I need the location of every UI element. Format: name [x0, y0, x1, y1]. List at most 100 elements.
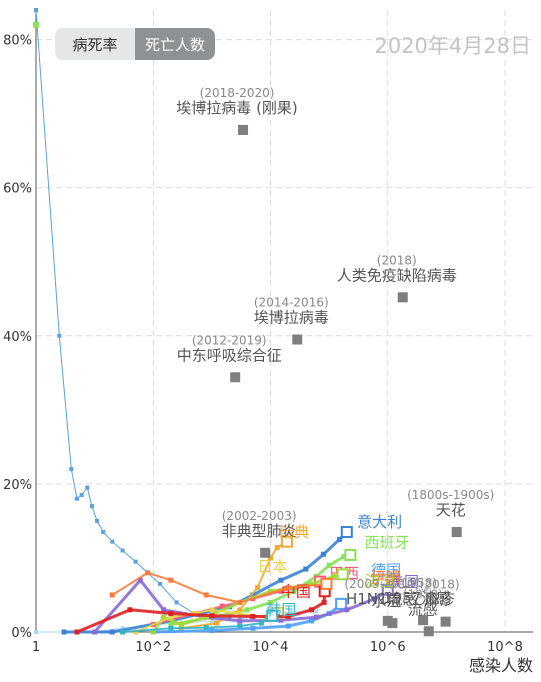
country-point: [258, 620, 264, 626]
metric-toggle[interactable]: 病死率 死亡人数: [55, 28, 215, 60]
date-label: 2020年4月28日: [374, 34, 531, 58]
country-point: [203, 592, 209, 598]
extra-series-point: [85, 485, 90, 490]
country-point: [237, 599, 243, 605]
country-point: [278, 588, 284, 594]
country-point: [268, 588, 274, 594]
disease-label: 水痘: [371, 592, 401, 610]
country-point: [303, 566, 309, 572]
disease-label: 1957流感: [383, 589, 451, 607]
country-point: [237, 623, 243, 629]
country-point: [274, 545, 280, 551]
country-point: [209, 607, 215, 613]
disease-period-label: (2018-2020): [200, 86, 275, 100]
disease-period-label: (2002-2003): [222, 509, 297, 523]
x-tick-label: 10^2: [135, 640, 171, 655]
country-point: [74, 629, 80, 635]
country-label: 意大利: [357, 513, 402, 531]
country-point: [341, 553, 347, 559]
disease-label: H1N1流感: [346, 590, 418, 608]
disease-label: 中东呼吸综合征: [177, 346, 282, 364]
country-point: [308, 581, 314, 587]
country-point: [255, 585, 261, 591]
extra-series-point: [34, 630, 38, 634]
disease-label: 埃博拉病毒 (刚果): [176, 99, 297, 117]
country-label: 韩国: [266, 601, 296, 619]
country-point: [209, 628, 215, 634]
country-point: [61, 629, 67, 635]
disease-period-label: (1950): [403, 587, 443, 601]
disease-point: [423, 626, 434, 637]
country-label: 德国: [371, 562, 401, 580]
country-point: [168, 622, 174, 628]
country-latest-point: [280, 535, 293, 548]
toggle-deaths-button[interactable]: 死亡人数: [135, 28, 215, 60]
country-point: [127, 607, 133, 613]
country-label: 法国: [364, 572, 394, 590]
extra-series-point: [314, 609, 319, 614]
extra-series-point: [157, 581, 162, 586]
country-point: [285, 613, 291, 619]
country-label: 瑞典: [279, 523, 309, 541]
country-point: [168, 577, 174, 583]
country-point: [203, 614, 209, 620]
x-tick-label: 10^8: [487, 640, 523, 655]
disease-label: 流感: [408, 600, 438, 618]
country-point: [168, 625, 174, 631]
extra-series-point: [79, 493, 84, 498]
x-tick-label: 1: [32, 640, 40, 655]
x-tick-label: 10^6: [370, 640, 406, 655]
country-label: 日本: [258, 557, 288, 575]
disease-period-label: (2018): [420, 578, 460, 592]
y-tick-label: 0%: [11, 626, 32, 641]
country-point: [237, 618, 243, 624]
extra-series-point: [209, 618, 214, 623]
country-point: [268, 555, 274, 561]
disease-label: 人类免疫缺陷病毒: [337, 266, 457, 284]
country-point: [308, 618, 314, 624]
extra-series-point: [57, 333, 62, 338]
country-point: [291, 588, 297, 594]
y-tick-label: 40%: [3, 330, 32, 345]
country-point: [313, 614, 319, 620]
extra-series-point: [69, 467, 74, 472]
disease-label: 麻疹: [425, 591, 455, 609]
extra-series-line: [35, 9, 230, 620]
country-point: [209, 613, 215, 619]
country-point: [326, 562, 332, 568]
country-point: [237, 610, 243, 616]
country-point: [250, 613, 256, 619]
country-latest-point: [320, 577, 333, 590]
x-tick-label: 10^4: [253, 640, 289, 655]
disease-label: 非典型肺炎: [222, 522, 297, 540]
y-axis: 0% 20% 40% 60% 80%: [3, 10, 37, 641]
disease-period-label: (1800s-1900s): [407, 488, 494, 502]
country-point: [145, 570, 151, 576]
toggle-cfr-button[interactable]: 病死率: [55, 28, 135, 60]
disease-period-label: (2012-2019): [192, 333, 267, 347]
country-label: 西班牙: [364, 534, 409, 552]
country-point: [250, 625, 256, 631]
disease-point: [440, 616, 451, 627]
disease-points: 埃博拉病毒 (刚果)(2018-2020)人类免疫缺陷病毒(2018)埃博拉病毒…: [176, 86, 494, 637]
disease-period-label: (1958): [397, 576, 437, 590]
country-point: [285, 623, 291, 629]
country-point: [161, 614, 167, 620]
disease-point: [387, 618, 398, 629]
disease-point: [260, 547, 271, 558]
y-tick-label: 80%: [3, 34, 32, 49]
extra-series-point: [174, 600, 179, 605]
disease-period-label: (2014-2016): [254, 296, 329, 310]
country-latest-point: [340, 526, 353, 539]
country-point: [372, 596, 378, 602]
extra-series-point: [110, 539, 115, 544]
country-point: [168, 614, 174, 620]
x-axis-label: 感染人数: [469, 656, 533, 675]
origin-point: [33, 21, 39, 28]
country-point: [150, 629, 156, 635]
extra-series-point: [34, 8, 38, 12]
extra-series-point: [120, 626, 125, 631]
x-axis: 1 10^2 10^4 10^6 10^8: [32, 631, 533, 655]
country-point: [268, 599, 274, 605]
